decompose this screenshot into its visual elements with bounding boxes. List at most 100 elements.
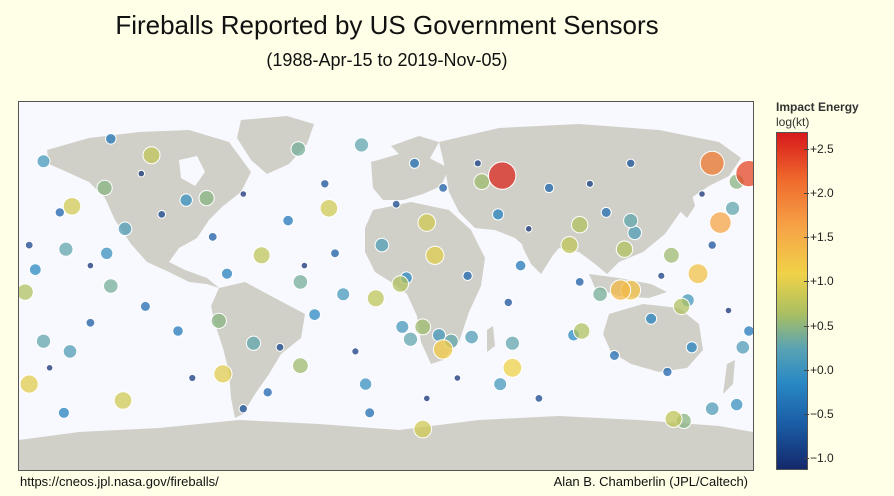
fireball-point[interactable] — [699, 150, 725, 176]
fireball-point[interactable] — [626, 158, 636, 168]
fireball-point[interactable] — [560, 236, 579, 255]
fireball-point[interactable] — [85, 317, 96, 328]
fireball-point[interactable] — [62, 197, 82, 216]
fireball-point[interactable] — [103, 278, 119, 294]
fireball-point[interactable] — [292, 274, 309, 290]
fireball-point[interactable] — [492, 208, 505, 221]
fireball-point[interactable] — [592, 286, 608, 302]
fireball-point[interactable] — [300, 261, 309, 270]
fireball-point[interactable] — [391, 275, 409, 293]
fireball-point[interactable] — [687, 263, 709, 285]
fireball-point[interactable] — [330, 248, 340, 259]
fireball-point[interactable] — [105, 133, 117, 145]
fireball-point[interactable] — [58, 241, 74, 257]
fireball-point[interactable] — [364, 407, 376, 419]
fireball-point[interactable] — [502, 357, 523, 378]
fireball-point[interactable] — [45, 364, 54, 372]
fireball-point[interactable] — [252, 246, 271, 265]
fireball-point[interactable] — [395, 319, 410, 334]
fireball-point[interactable] — [473, 173, 491, 191]
fireball-point[interactable] — [19, 283, 34, 301]
fireball-point[interactable] — [413, 419, 433, 439]
fireball-point[interactable] — [238, 404, 249, 414]
fireball-point[interactable] — [488, 161, 517, 190]
fireball-point[interactable] — [473, 159, 482, 168]
fireball-point[interactable] — [36, 154, 51, 169]
fireball-point[interactable] — [585, 179, 595, 188]
fireball-point[interactable] — [743, 325, 753, 337]
fireball-point[interactable] — [292, 357, 309, 375]
fireball-point[interactable] — [117, 221, 133, 237]
fireball-point[interactable] — [493, 377, 508, 392]
fireball-point[interactable] — [504, 335, 520, 351]
fireball-point[interactable] — [179, 193, 193, 207]
fireball-point[interactable] — [142, 146, 161, 165]
fireball-point[interactable] — [137, 169, 146, 178]
fireball-point[interactable] — [308, 308, 322, 322]
fireball-point[interactable] — [86, 261, 95, 270]
fireball-point[interactable] — [198, 190, 215, 207]
fireball-point[interactable] — [417, 213, 437, 232]
fireball-point[interactable] — [245, 335, 262, 351]
fireball-point[interactable] — [353, 137, 370, 153]
fireball-point[interactable] — [319, 199, 339, 218]
fireball-point[interactable] — [724, 306, 733, 315]
fireball-point[interactable] — [96, 179, 113, 197]
fireball-point[interactable] — [423, 394, 431, 403]
fireball-point[interactable] — [735, 340, 751, 355]
fireball-point[interactable] — [220, 267, 234, 280]
fireball-point[interactable] — [534, 394, 544, 403]
fireball-point[interactable] — [100, 246, 114, 261]
fireball-point[interactable] — [57, 406, 71, 419]
fireball-point[interactable] — [391, 199, 401, 209]
fireball-point[interactable] — [351, 347, 360, 356]
fireball-point[interactable] — [709, 211, 732, 234]
fireball-point[interactable] — [35, 333, 52, 349]
fireball-point[interactable] — [503, 297, 513, 308]
fireball-point[interactable] — [336, 287, 351, 302]
fireball-point[interactable] — [672, 297, 691, 316]
fireball-point[interactable] — [704, 401, 720, 417]
fireball-point[interactable] — [698, 190, 706, 198]
fireball-point[interactable] — [157, 210, 167, 219]
fireball-point[interactable] — [524, 225, 533, 233]
fireball-point[interactable] — [462, 270, 473, 282]
fireball-point[interactable] — [573, 322, 591, 340]
fireball-point[interactable] — [662, 366, 673, 378]
fireball-point[interactable] — [62, 344, 78, 359]
fireball-point[interactable] — [571, 216, 589, 234]
fireball-point[interactable] — [262, 387, 273, 398]
fireball-point[interactable] — [609, 279, 632, 301]
fireball-point[interactable] — [402, 331, 419, 347]
fireball-point[interactable] — [54, 207, 65, 218]
fireball-point[interactable] — [464, 329, 479, 345]
fireball-point[interactable] — [113, 391, 133, 410]
fireball-point[interactable] — [172, 325, 184, 337]
fireball-point[interactable] — [366, 289, 385, 308]
fireball-point[interactable] — [514, 259, 527, 272]
fireball-point[interactable] — [543, 182, 555, 194]
fireball-point[interactable] — [438, 183, 449, 193]
fireball-point[interactable] — [657, 271, 666, 280]
fireball-point[interactable] — [663, 246, 680, 264]
fireball-point[interactable] — [358, 377, 373, 391]
fireball-point[interactable] — [685, 341, 698, 354]
fireball-point[interactable] — [19, 374, 39, 394]
fireball-point[interactable] — [730, 397, 744, 412]
fireball-point[interactable] — [210, 312, 227, 329]
fireball-point[interactable] — [374, 237, 390, 253]
fireball-point[interactable] — [409, 157, 420, 169]
fireball-point[interactable] — [414, 318, 432, 336]
fireball-point[interactable] — [453, 374, 462, 382]
fireball-point[interactable] — [725, 200, 741, 216]
fireball-point[interactable] — [574, 277, 585, 287]
world-map[interactable] — [18, 101, 754, 471]
fireball-point[interactable] — [707, 240, 717, 250]
fireball-point[interactable] — [188, 373, 197, 383]
fireball-point[interactable] — [239, 190, 248, 198]
fireball-point[interactable] — [24, 240, 34, 250]
fireball-point[interactable] — [600, 206, 612, 218]
fireball-point[interactable] — [282, 214, 294, 227]
fireball-point[interactable] — [425, 245, 445, 265]
fireball-point[interactable] — [432, 339, 454, 360]
